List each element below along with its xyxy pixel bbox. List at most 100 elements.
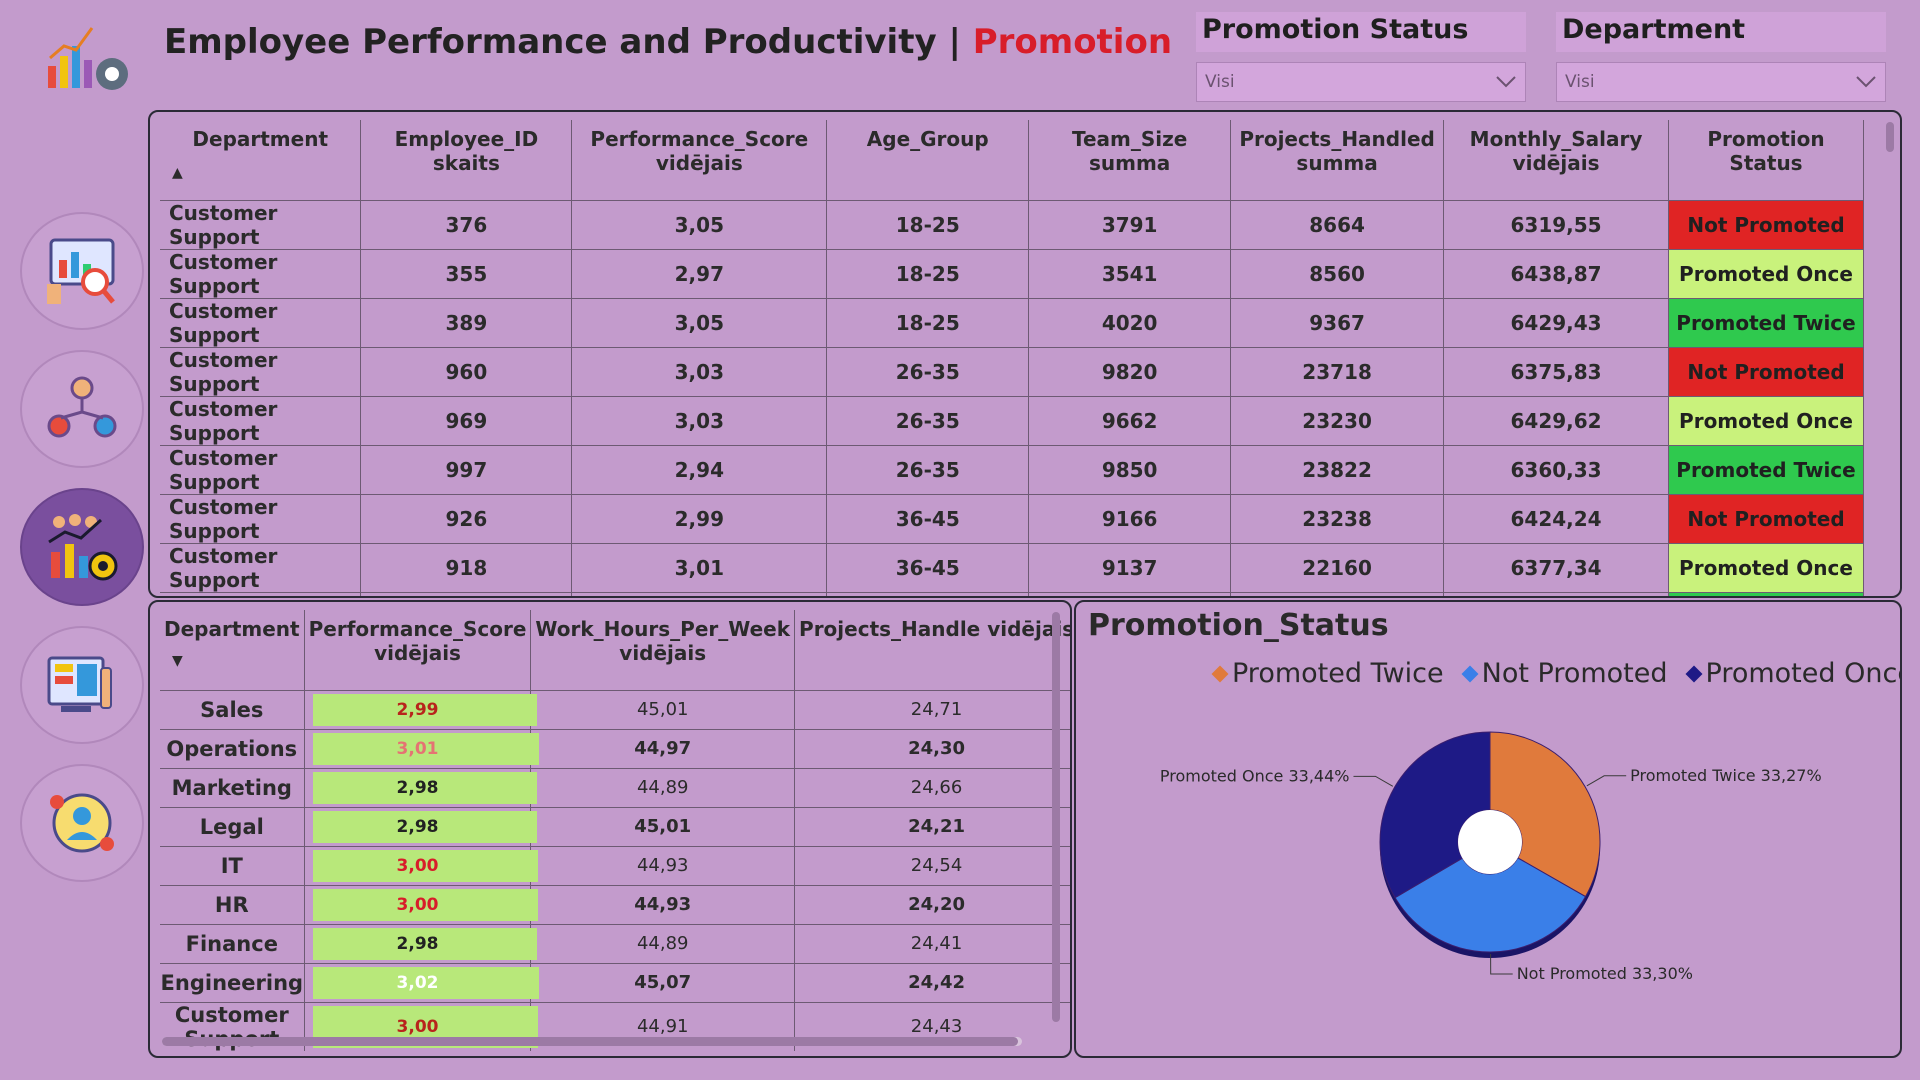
work-hours-cell: 44,89: [530, 767, 796, 807]
table-row[interactable]: Customer Support 389 3,05 18-25 4020 9367 6429…: [160, 297, 1864, 347]
table-cell: 3791: [1028, 199, 1232, 249]
work-hours-cell: 44,89: [530, 923, 796, 963]
table-row[interactable]: Customer Support 960 3,03 26-35 9820 23718 637…: [160, 346, 1864, 396]
table-cell: 26-35: [826, 444, 1030, 494]
table-cell: 22133: [1230, 591, 1445, 596]
column-header[interactable]: Team_Size summa: [1028, 120, 1232, 200]
sort-descending-icon[interactable]: ▼: [172, 653, 183, 669]
nav-team-network[interactable]: [20, 350, 144, 468]
column-header[interactable]: Age_Group: [826, 120, 1030, 200]
employee-detail-table: Department ▲ Employee_ID skaits Performa…: [160, 120, 1864, 596]
table-cell: 3,05: [571, 297, 828, 347]
table-row[interactable]: Customer Support9192,9836-45922622133642…: [160, 591, 1864, 596]
performance-bar-cell: 3,01: [304, 728, 539, 768]
legend-item[interactable]: Not Promoted: [1461, 658, 1668, 689]
nav-dashboard-screen[interactable]: [20, 626, 144, 744]
department-cell: Sales: [160, 689, 305, 729]
vertical-scrollbar[interactable]: [1052, 612, 1060, 1022]
performance-bar-cell: 3,02: [304, 962, 539, 1002]
table-cell: 23238: [1230, 493, 1445, 543]
column-header[interactable]: Performance_Score vidējais: [571, 120, 828, 200]
table-cell: 3,01: [571, 542, 828, 592]
work-hours-cell: 45,07: [530, 962, 796, 1002]
table-row[interactable]: Operations 3,01 44,97 24,30: [160, 728, 1070, 768]
table-cell: Customer Support: [160, 199, 362, 249]
column-header[interactable]: Department ▼: [160, 610, 305, 690]
nav-performance-settings[interactable]: [20, 488, 144, 606]
data-bar: [312, 966, 539, 999]
column-header[interactable]: Projects_Handle vidējais: [794, 610, 1070, 690]
table-cell: 8560: [1230, 248, 1445, 298]
column-header[interactable]: Projects_Handled summa: [1230, 120, 1445, 200]
data-bar: [312, 693, 537, 726]
donut-chart: Promoted Twice 33,27% Not Promoted 33,30%…: [1160, 731, 1822, 983]
table-cell: 36-45: [826, 591, 1030, 596]
table-cell: 918: [360, 542, 573, 592]
leader-line: [1490, 953, 1513, 975]
table-cell: 18-25: [826, 199, 1030, 249]
nav-report-analytics[interactable]: [20, 212, 144, 330]
performance-bar-cell: 2,98: [304, 923, 537, 963]
table-cell: 9820: [1028, 346, 1232, 396]
status-cell: Not Promoted: [1668, 346, 1864, 396]
chart-legend: Promoted Twice Not Promoted Promoted Once: [1211, 658, 1900, 689]
nav-employee-focus[interactable]: [20, 764, 144, 882]
department-cell: Finance: [160, 923, 305, 963]
sort-ascending-icon[interactable]: ▲: [172, 165, 183, 181]
performance-value: 2,98: [396, 934, 439, 954]
column-header[interactable]: Work_Hours_Per_Week vidējais: [530, 610, 796, 690]
table-cell: 6377,34: [1443, 542, 1670, 592]
table-cell: Customer Support: [160, 493, 362, 543]
table-row[interactable]: IT 3,00 44,93 24,54: [160, 845, 1070, 885]
table-cell: 3,05: [571, 199, 828, 249]
page-title: Employee Performance and Productivity | …: [164, 22, 1173, 62]
table-cell: 6438,87: [1443, 248, 1670, 298]
team-network-icon: [47, 376, 117, 438]
performance-value: 2,99: [396, 700, 439, 720]
slicer-label: Promotion Status: [1196, 12, 1526, 52]
table-cell: Customer Support: [160, 346, 362, 396]
table-row[interactable]: Customer Support 918 3,01 36-45 9137 22160 637…: [160, 542, 1864, 592]
column-header[interactable]: Department ▲: [160, 120, 362, 200]
table-row[interactable]: Engineering 3,02 45,07 24,42: [160, 962, 1070, 1002]
donut-slice[interactable]: [1394, 857, 1587, 953]
table-row[interactable]: Marketing 2,98 44,89 24,66: [160, 767, 1070, 807]
table-cell: 8664: [1230, 199, 1445, 249]
column-header[interactable]: Monthly_Salary vidējais: [1443, 120, 1670, 200]
column-header[interactable]: Employee_ID skaits: [360, 120, 573, 200]
dropdown-value: Visi: [1205, 72, 1235, 92]
scrollbar-thumb[interactable]: [162, 1037, 1018, 1046]
horizontal-scrollbar[interactable]: [162, 1037, 1022, 1046]
leader-line: [1586, 775, 1627, 787]
table-row[interactable]: Customer Support 969 3,03 26-35 9662 23230 642…: [160, 395, 1864, 445]
table-row[interactable]: Customer Support 355 2,97 18-25 3541 8560 6438…: [160, 248, 1864, 298]
performance-bar-cell: 2,98: [304, 806, 537, 846]
table-cell: 926: [360, 493, 573, 543]
table-row[interactable]: Finance 2,98 44,89 24,41: [160, 923, 1070, 963]
legend-item[interactable]: Promoted Once: [1685, 658, 1900, 689]
department-cell: Operations: [160, 728, 305, 768]
department-dropdown[interactable]: Visi: [1556, 62, 1886, 102]
table-cell: 376: [360, 199, 573, 249]
legend-item[interactable]: Promoted Twice: [1211, 658, 1444, 689]
data-bar: [312, 771, 537, 804]
table-row[interactable]: HR 3,00 44,93 24,20: [160, 884, 1070, 924]
status-cell: Promoted Twice: [1668, 444, 1864, 494]
column-header[interactable]: Performance_Score vidējais: [304, 610, 532, 690]
status-cell: Not Promoted: [1668, 493, 1864, 543]
table-cell: 2,98: [571, 591, 828, 596]
table-row[interactable]: Sales 2,99 45,01 24,71: [160, 689, 1070, 729]
table-cell: 23718: [1230, 346, 1445, 396]
column-header[interactable]: Promotion Status: [1668, 120, 1864, 200]
table-cell: 9850: [1028, 444, 1232, 494]
department-summary-table: Department ▼ Performance_Score vidējais …: [160, 610, 1070, 1051]
promotion-status-dropdown[interactable]: Visi: [1196, 62, 1526, 102]
table-row[interactable]: Customer Support 926 2,99 36-45 9166 23238 642…: [160, 493, 1864, 543]
slicer-label: Department: [1556, 12, 1886, 52]
donut-slice[interactable]: [1489, 731, 1601, 898]
table-row[interactable]: Customer Support 376 3,05 18-25 3791 8664 6319…: [160, 199, 1864, 249]
table-row[interactable]: Legal 2,98 45,01 24,21: [160, 806, 1070, 846]
vertical-scrollbar[interactable]: [1886, 122, 1894, 152]
chart-title: Promotion_Status: [1088, 608, 1389, 643]
table-row[interactable]: Customer Support 997 2,94 26-35 9850 23822 636…: [160, 444, 1864, 494]
